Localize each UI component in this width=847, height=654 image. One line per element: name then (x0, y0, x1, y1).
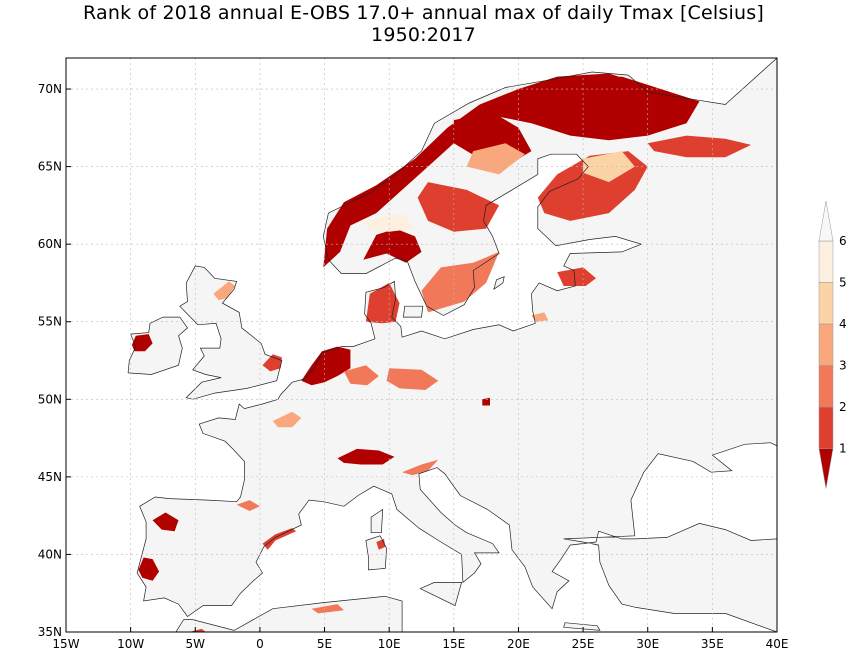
lat-tick-label: 65N (38, 160, 62, 174)
colorbar-label: 2 (839, 400, 847, 414)
lat-tick-label: 35N (38, 625, 62, 639)
rank-region-denmark (365, 282, 400, 324)
landmass-gotland (493, 276, 505, 290)
lat-tick-label: 70N (38, 82, 62, 96)
rank-region-norway-inland-light (363, 213, 415, 232)
coastline-north-africa (66, 595, 403, 632)
rank-region-switzerland-alps (337, 448, 395, 465)
rank-region-western-ireland (131, 334, 153, 352)
colorbar-arrow-low (818, 448, 834, 489)
lon-tick-label: 30E (636, 637, 659, 651)
rank-region-russia-kola (647, 135, 752, 158)
lon-tick-label: 10E (378, 637, 401, 651)
landmass-great-britain (179, 265, 282, 400)
rank-region-north-spain-coast (236, 500, 260, 511)
lon-tick-label: 15E (442, 637, 465, 651)
rank-region-algeria-coast (311, 604, 344, 614)
rank-region-paris-basin (272, 411, 302, 428)
rank-region-czech-spot (482, 397, 490, 406)
coastline-gotland (493, 276, 505, 291)
lon-tick-label: 15W (52, 637, 79, 651)
rank-region-netherlands-belgium (301, 346, 351, 386)
coastline-crete (563, 622, 601, 631)
map-frame (65, 57, 778, 633)
rank-region-spain-northwest (152, 512, 179, 532)
lon-tick-label: 10W (117, 637, 144, 651)
landmass-zealand (403, 306, 423, 318)
rank-region-scotland-east (213, 281, 236, 300)
colorbar-segment (818, 323, 834, 366)
lat-tick-label: 50N (38, 392, 62, 406)
lon-tick-label: 5W (186, 637, 206, 651)
coastline-ireland (127, 316, 188, 375)
colorbar-segment (818, 282, 834, 325)
lon-tick-label: 20E (507, 637, 530, 651)
axis-ticks: 15W 10W 5W 0 5E 10E 15E 20E 25E 30E 35E 40E 35N 40N 45… (38, 82, 789, 651)
landmass-corsica (371, 509, 383, 533)
lon-tick-label: 25E (572, 637, 595, 651)
rank-region-south-norway-oslo (363, 228, 422, 263)
rank-layer (131, 73, 752, 632)
landmass-crete (563, 622, 600, 631)
colorbar-segment (818, 406, 834, 449)
colorbar-arrow-high (818, 200, 834, 242)
lon-tick-label: 40E (766, 637, 789, 651)
rank-region-north-italy (402, 459, 439, 476)
colorbar-label: 6 (839, 234, 847, 248)
coastline-zealand (403, 305, 424, 318)
map-title: Rank of 2018 annual E-OBS 17.0+ annual m… (83, 2, 764, 24)
coastline-mainland-europe (136, 58, 777, 632)
coastline-corsica (370, 508, 384, 534)
colorbar: 1 2 3 4 5 6 (818, 200, 847, 489)
coastline-sardinia-island (365, 535, 387, 571)
coastline-great-britain (179, 265, 283, 400)
rank-region-south-sweden (421, 251, 500, 313)
colorbar-label: 1 (839, 442, 847, 456)
landmass-ireland (128, 317, 188, 375)
coastline-layer (66, 58, 777, 632)
rank-region-poland-lithuania-spot (531, 312, 549, 322)
rank-region-finland-north-light (583, 151, 635, 183)
rank-region-west-germany (343, 365, 379, 386)
colorbar-label: 3 (839, 359, 847, 373)
rank-region-sweden-central (417, 182, 500, 232)
rank-region-east-germany (386, 368, 439, 390)
colorbar-label: 4 (839, 317, 847, 331)
gridlines (66, 58, 777, 632)
lon-tick-label: 5E (317, 637, 332, 651)
colorbar-segment (818, 240, 834, 283)
lat-tick-label: 40N (38, 547, 62, 561)
map-subtitle: 1950:2017 (371, 24, 476, 46)
landmass-north-africa (66, 596, 403, 632)
lat-tick-label: 55N (38, 315, 62, 329)
landmass-sicily (420, 582, 462, 606)
lat-tick-label: 45N (38, 470, 62, 484)
lat-tick-label: 60N (38, 237, 62, 251)
rank-region-catalonia-coast (262, 528, 297, 550)
rank-region-baltic-estonia (557, 267, 596, 286)
coastline-sicily (419, 582, 463, 607)
rank-region-morocco-coast (188, 628, 206, 632)
rank-region-portugal-west (138, 557, 160, 581)
lon-tick-label: 35E (701, 637, 724, 651)
lon-tick-label: 0 (256, 637, 264, 651)
colorbar-label: 5 (839, 276, 847, 290)
colorbar-segment (818, 365, 834, 408)
